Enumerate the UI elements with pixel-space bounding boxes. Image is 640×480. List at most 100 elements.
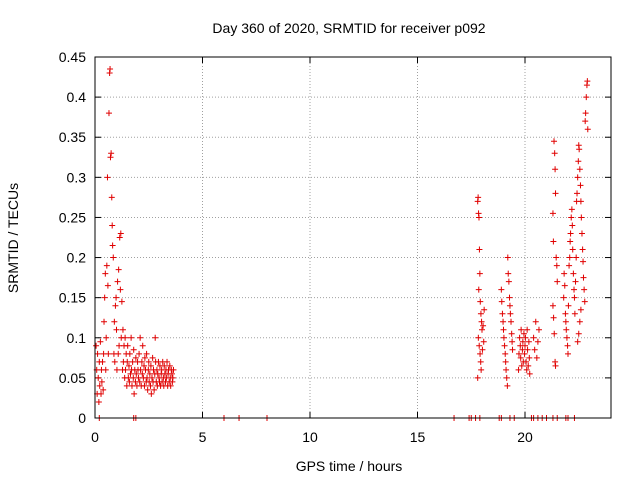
data-point (505, 270, 512, 277)
data-point (518, 362, 525, 369)
data-point (554, 278, 561, 285)
data-point (118, 298, 125, 305)
data-point (119, 326, 126, 333)
data-point (577, 182, 584, 189)
data-point (131, 390, 138, 397)
data-point (168, 370, 175, 377)
data-point (552, 362, 559, 369)
data-point (152, 334, 159, 341)
data-point (515, 350, 522, 357)
data-point (578, 214, 585, 221)
data-point (576, 318, 583, 325)
data-point (117, 286, 124, 293)
data-point (580, 258, 587, 265)
data-point (475, 286, 482, 293)
data-point (569, 246, 576, 253)
y-axis-label: SRMTID / TECUs (5, 183, 21, 293)
y-tick-labels: 0 0.05 0.1 0.15 0.2 0.25 0.3 0.35 0.4 0.45 (59, 49, 86, 426)
grid-lines (95, 57, 611, 418)
data-point (535, 326, 542, 333)
data-point (139, 370, 146, 377)
data-point (126, 378, 133, 385)
data-point (500, 318, 507, 325)
data-point (98, 378, 105, 385)
data-point (576, 166, 583, 173)
data-point (94, 350, 101, 357)
data-point (561, 282, 568, 289)
data-point (98, 390, 105, 397)
x-tick-label: 10 (302, 429, 318, 445)
data-point (498, 298, 505, 305)
data-point (566, 254, 573, 261)
data-point (141, 354, 148, 361)
data-point (112, 302, 119, 309)
data-point (501, 342, 508, 349)
data-point (132, 354, 139, 361)
data-point (478, 318, 485, 325)
y-tick-label: 0.25 (59, 209, 86, 225)
data-point (570, 270, 577, 277)
data-point (561, 270, 568, 277)
data-point (549, 302, 556, 309)
x-tick-labels: 0 5 10 15 20 (91, 429, 533, 445)
data-point (95, 398, 102, 405)
data-point (102, 366, 109, 373)
data-point (148, 390, 155, 397)
data-point (568, 214, 575, 221)
data-point (149, 354, 156, 361)
data-point (523, 358, 530, 365)
data-point (164, 358, 171, 365)
x-axis-label: GPS time / hours (296, 458, 403, 474)
data-point (517, 354, 524, 361)
data-point (560, 294, 567, 301)
data-point (476, 342, 483, 349)
data-point (170, 366, 177, 373)
data-point (530, 334, 537, 341)
data-point (93, 342, 100, 349)
y-tick-label: 0.4 (67, 89, 87, 105)
data-point (122, 366, 129, 373)
x-tick-label: 15 (410, 429, 426, 445)
data-point (553, 254, 560, 261)
data-point (141, 382, 148, 389)
data-point (137, 334, 144, 341)
data-point (124, 342, 131, 349)
data-point (577, 198, 584, 205)
data-point (143, 350, 150, 357)
data-point (571, 286, 578, 293)
data-point (524, 326, 531, 333)
data-point (563, 326, 570, 333)
data-point (584, 78, 591, 85)
data-point (566, 262, 573, 269)
data-point (525, 362, 532, 369)
data-point (562, 318, 569, 325)
data-point (107, 66, 114, 73)
data-point (105, 350, 112, 357)
data-point (475, 334, 482, 341)
data-point (479, 326, 485, 333)
data-point (567, 238, 574, 245)
data-point (127, 370, 134, 377)
data-point (525, 338, 532, 345)
data-point (574, 174, 581, 181)
data-point (565, 302, 572, 309)
data-point (516, 334, 523, 341)
data-point (518, 326, 525, 333)
data-point (534, 338, 541, 345)
data-point (117, 230, 124, 237)
data-point (504, 254, 511, 261)
x-tick-label: 20 (517, 429, 533, 445)
data-point (571, 294, 578, 301)
data-point (133, 370, 140, 377)
data-point (161, 362, 168, 369)
data-point (481, 306, 488, 313)
data-point (109, 222, 116, 229)
data-point (475, 194, 482, 201)
data-point (103, 262, 110, 269)
data-point (480, 322, 487, 329)
data-point (474, 374, 481, 381)
data-point (151, 386, 158, 393)
data-point (581, 286, 588, 293)
y-tick-label: 0.45 (59, 49, 86, 65)
data-point (499, 310, 506, 317)
